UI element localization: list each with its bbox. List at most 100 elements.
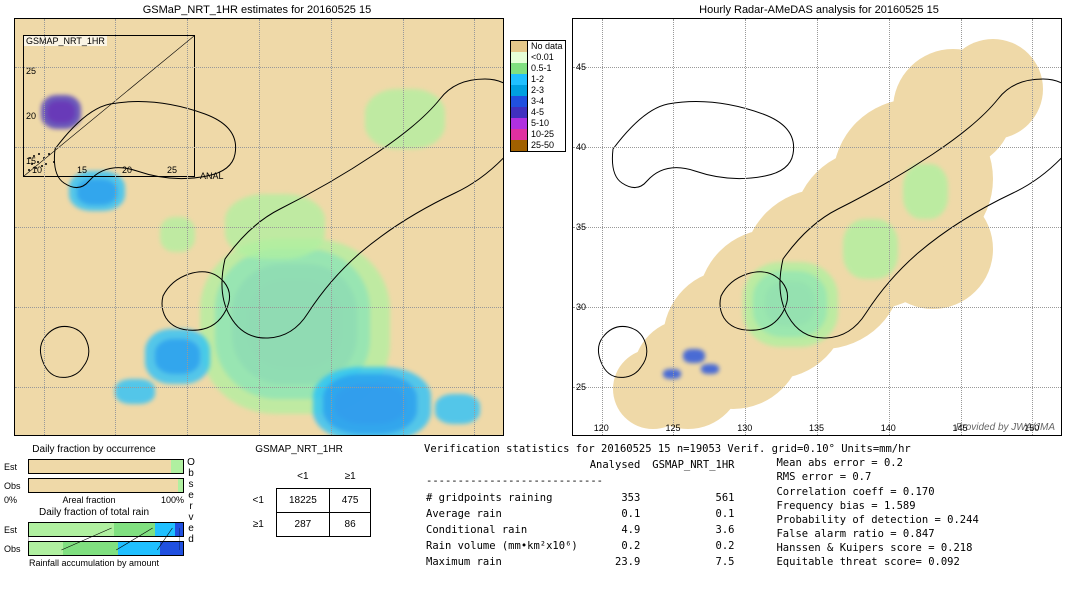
th-gmap: GSMAP_NRT_1HR bbox=[652, 458, 744, 472]
cell-01: 475 bbox=[329, 489, 371, 513]
cell-11: 86 bbox=[329, 513, 371, 537]
est-lbl: Est bbox=[4, 462, 24, 472]
legend-row: 4-5 bbox=[511, 107, 565, 118]
bar-segment bbox=[29, 523, 114, 536]
bar-segment bbox=[29, 460, 171, 473]
col-lt1: <1 bbox=[276, 465, 329, 489]
contingency-title: GSMAP_NRT_1HR bbox=[184, 444, 414, 455]
lat-tick: 35 bbox=[576, 222, 586, 232]
bar-segment bbox=[63, 542, 118, 555]
th-analysed: Analysed bbox=[590, 458, 651, 472]
legend-swatch bbox=[511, 118, 528, 129]
legend-row: No data bbox=[511, 41, 565, 52]
legend-swatch bbox=[511, 140, 528, 151]
bar-obs-occurrence bbox=[28, 478, 184, 493]
cell-00: 18225 bbox=[276, 489, 329, 513]
observed-side-label: Observed bbox=[184, 457, 198, 545]
right-map-title: Hourly Radar-AMeDAS analysis for 2016052… bbox=[566, 4, 1072, 16]
scale-mid: Areal fraction bbox=[62, 495, 115, 505]
legend-swatch bbox=[511, 63, 528, 74]
legend-label: 2-3 bbox=[528, 86, 547, 95]
metric-line: Hanssen & Kuipers score = 0.218 bbox=[776, 541, 978, 555]
left-map-title: GSMaP_NRT_1HR estimates for 20160525 15 bbox=[4, 4, 510, 16]
stats-row: Rain volume (mm•km²x10⁶)0.20.2 bbox=[426, 539, 744, 553]
stats-table: AnalysedGSMAP_NRT_1HR ------------------… bbox=[424, 456, 746, 571]
legend-label: <0.01 bbox=[528, 53, 557, 62]
provided-by: Provided by JWA/JMA bbox=[956, 422, 1055, 433]
contingency-table: <1≥1 <118225475 ≥128786 bbox=[241, 465, 372, 537]
lat-tick: 25 bbox=[576, 382, 586, 392]
legend-label: 4-5 bbox=[528, 108, 547, 117]
stats-left-col: AnalysedGSMAP_NRT_1HR ------------------… bbox=[424, 456, 746, 571]
metric-line: Equitable threat score= 0.092 bbox=[776, 555, 978, 569]
stats-row: Maximum rain23.97.5 bbox=[426, 555, 744, 569]
left-map-panel: GSMAP_NRT_1HR 15202510152025 ANAL bbox=[14, 18, 504, 436]
legend-label: 25-50 bbox=[528, 141, 557, 150]
lon-tick: 150 bbox=[1024, 423, 1039, 433]
legend-row: 25-50 bbox=[511, 140, 565, 151]
metric-line: RMS error = 0.7 bbox=[776, 470, 978, 484]
legend-row: 2-3 bbox=[511, 85, 565, 96]
legend-label: 1-2 bbox=[528, 75, 547, 84]
rain-title: Daily fraction of total rain bbox=[4, 507, 184, 518]
legend-swatch bbox=[511, 74, 528, 85]
stats-metrics: Mean abs error = 0.2RMS error = 0.7Corre… bbox=[776, 456, 978, 571]
metric-line: Mean abs error = 0.2 bbox=[776, 456, 978, 470]
stats-header: Verification statistics for 20160525 15 … bbox=[424, 442, 1076, 456]
bar-segment bbox=[29, 479, 178, 492]
legend-swatch bbox=[511, 107, 528, 118]
lat-tick: 30 bbox=[576, 302, 586, 312]
cell-10: 287 bbox=[276, 513, 329, 537]
right-map-wrap: Hourly Radar-AMeDAS analysis for 2016052… bbox=[566, 4, 1072, 436]
stats-row: Average rain0.10.1 bbox=[426, 507, 744, 521]
col-ge1: ≥1 bbox=[329, 465, 371, 489]
legend-row: 0.5-1 bbox=[511, 63, 565, 74]
lon-tick: 120 bbox=[594, 423, 609, 433]
lat-tick: 40 bbox=[576, 142, 586, 152]
legend-swatch bbox=[511, 41, 528, 52]
scale-100: 100% bbox=[161, 495, 184, 505]
lon-tick: 145 bbox=[953, 423, 968, 433]
left-inset-box: GSMAP_NRT_1HR 15202510152025 bbox=[23, 35, 195, 177]
bar-segment bbox=[178, 479, 183, 492]
bar-segment bbox=[171, 460, 183, 473]
bar-segment bbox=[114, 523, 156, 536]
row-ge1: ≥1 bbox=[241, 513, 277, 537]
scale-0: 0% bbox=[4, 495, 17, 505]
legend-label: No data bbox=[528, 42, 566, 51]
legend-row: 5-10 bbox=[511, 118, 565, 129]
right-map-panel: Provided by JWA/JMA 12012513013514014515… bbox=[572, 18, 1062, 436]
bar-segment bbox=[118, 542, 160, 555]
est-lbl2: Est bbox=[4, 525, 24, 535]
lon-tick: 135 bbox=[809, 423, 824, 433]
stats-row: Conditional rain4.93.6 bbox=[426, 523, 744, 537]
legend-label: 0.5-1 bbox=[528, 64, 555, 73]
legend-row: 1-2 bbox=[511, 74, 565, 85]
scale-row: 0% Areal fraction 100% bbox=[4, 495, 184, 505]
legend-column: No data <0.01 0.5-1 1-2 2-3 3-4 4-55-1010-25 25… bbox=[510, 4, 566, 436]
bar-segment bbox=[175, 523, 183, 536]
anal-label: ANAL bbox=[200, 171, 224, 181]
metric-line: Probability of detection = 0.244 bbox=[776, 513, 978, 527]
metric-line: False alarm ratio = 0.847 bbox=[776, 527, 978, 541]
bar-obs-rain bbox=[28, 541, 184, 556]
metric-line: Correlation coeff = 0.170 bbox=[776, 485, 978, 499]
accum-title: Rainfall accumulation by amount bbox=[4, 558, 184, 568]
obs-lbl2: Obs bbox=[4, 544, 24, 554]
lon-tick: 130 bbox=[737, 423, 752, 433]
legend-swatch bbox=[511, 85, 528, 96]
maps-row: GSMaP_NRT_1HR estimates for 20160525 15 … bbox=[4, 4, 1076, 436]
lat-tick: 45 bbox=[576, 62, 586, 72]
legend-label: 10-25 bbox=[528, 130, 557, 139]
occ-title: Daily fraction by occurrence bbox=[4, 444, 184, 455]
legend-label: 3-4 bbox=[528, 97, 547, 106]
bar-est-occurrence bbox=[28, 459, 184, 474]
legend-swatch bbox=[511, 129, 528, 140]
stats-panel: Verification statistics for 20160525 15 … bbox=[414, 442, 1076, 571]
bar-segment bbox=[29, 542, 63, 555]
legend-swatch bbox=[511, 52, 528, 63]
row-lt1: <1 bbox=[241, 489, 277, 513]
metric-line: Frequency bias = 1.589 bbox=[776, 499, 978, 513]
contingency-panel: GSMAP_NRT_1HR Observed <1≥1 <118225475 ≥… bbox=[184, 442, 414, 571]
color-legend: No data <0.01 0.5-1 1-2 2-3 3-4 4-55-1010-25 25… bbox=[510, 40, 566, 152]
